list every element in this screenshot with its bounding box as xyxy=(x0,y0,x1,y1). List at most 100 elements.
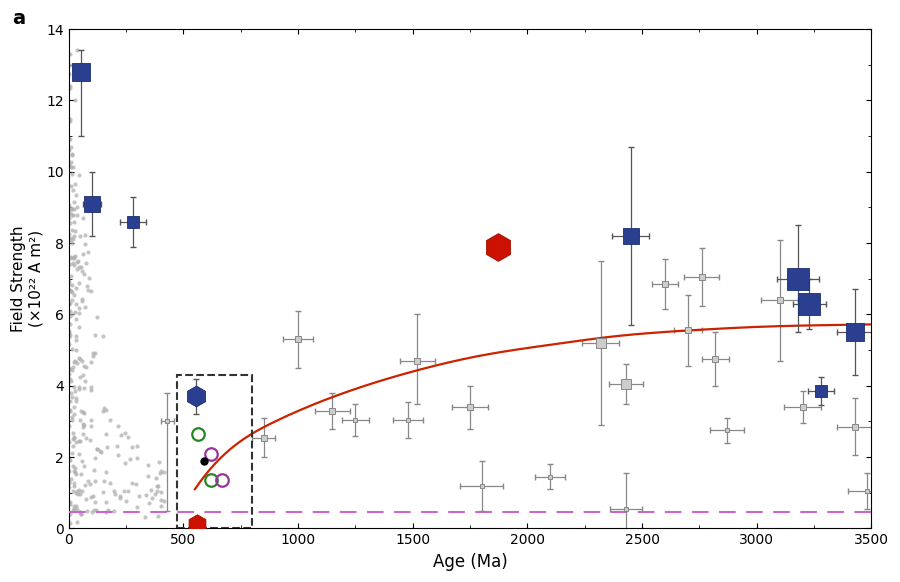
Point xyxy=(62,306,77,315)
Point xyxy=(63,319,77,328)
Point xyxy=(87,476,102,485)
Point xyxy=(119,496,133,506)
Point xyxy=(132,491,147,501)
Point xyxy=(80,476,94,485)
Point xyxy=(63,455,77,464)
Point xyxy=(66,258,80,267)
Point xyxy=(62,229,77,239)
Point xyxy=(112,491,127,501)
Point xyxy=(80,282,94,291)
Point xyxy=(70,203,85,212)
Point xyxy=(100,442,114,452)
Point xyxy=(76,430,91,439)
Point xyxy=(62,159,77,168)
Point xyxy=(66,486,80,495)
Point xyxy=(63,500,77,509)
Point xyxy=(99,405,113,414)
Point xyxy=(64,474,78,484)
Point xyxy=(76,361,91,371)
Point xyxy=(69,438,84,447)
Point xyxy=(85,421,99,431)
Point xyxy=(62,214,77,223)
Point xyxy=(63,509,77,519)
Point xyxy=(85,507,99,516)
Point xyxy=(153,469,167,478)
Point xyxy=(118,428,132,437)
Point xyxy=(74,469,88,478)
Point xyxy=(64,286,78,295)
Point xyxy=(72,353,86,363)
Point xyxy=(62,328,77,338)
Point xyxy=(65,393,79,402)
Point xyxy=(73,232,87,241)
Point xyxy=(63,49,77,59)
Point xyxy=(86,491,100,501)
Point xyxy=(62,279,77,289)
Point xyxy=(67,231,81,240)
Point xyxy=(157,467,171,476)
Point xyxy=(66,434,80,443)
Point xyxy=(64,142,78,151)
Point xyxy=(63,253,77,262)
Point xyxy=(63,219,77,228)
Point xyxy=(62,339,77,349)
Point xyxy=(63,81,77,91)
Point xyxy=(113,430,128,439)
Point xyxy=(73,372,87,381)
Point xyxy=(73,416,87,425)
Point xyxy=(121,486,135,495)
Point xyxy=(64,204,78,213)
Point xyxy=(62,116,77,126)
Point xyxy=(63,134,77,143)
Point xyxy=(69,359,84,368)
Point xyxy=(117,487,131,496)
Point xyxy=(123,455,138,464)
Point xyxy=(66,428,80,438)
Point xyxy=(81,286,95,295)
Point xyxy=(73,508,87,517)
Point xyxy=(74,509,88,519)
Point xyxy=(71,257,86,266)
Point xyxy=(148,474,163,483)
Point xyxy=(68,469,83,478)
Point xyxy=(154,502,168,511)
Point xyxy=(68,393,83,402)
Point xyxy=(65,225,79,235)
Point xyxy=(65,345,79,354)
Point xyxy=(72,308,86,318)
Point xyxy=(76,213,90,222)
Point xyxy=(98,507,112,516)
Point xyxy=(150,481,165,490)
Point xyxy=(139,490,153,499)
Point xyxy=(107,506,122,516)
Point xyxy=(67,505,81,514)
X-axis label: Age (Ma): Age (Ma) xyxy=(433,553,508,571)
Point xyxy=(66,441,80,450)
Point xyxy=(73,489,87,498)
Point xyxy=(63,235,77,244)
Point xyxy=(65,310,79,319)
Point xyxy=(63,253,77,262)
Point xyxy=(81,247,95,257)
Point xyxy=(87,497,102,506)
Point xyxy=(67,434,81,443)
Point xyxy=(68,331,83,340)
Point xyxy=(62,466,77,475)
Point xyxy=(67,260,81,269)
Point xyxy=(138,512,152,521)
Point xyxy=(72,304,86,313)
Point xyxy=(79,506,94,516)
Point xyxy=(68,386,83,395)
Point xyxy=(71,449,86,459)
Point xyxy=(89,505,104,514)
Point xyxy=(76,250,91,259)
Point xyxy=(62,285,77,294)
Point xyxy=(157,496,171,506)
Point xyxy=(79,363,94,372)
Point xyxy=(106,486,121,495)
Point xyxy=(72,384,86,393)
Point xyxy=(69,190,84,200)
Point xyxy=(67,218,81,227)
Point xyxy=(62,405,77,414)
Point xyxy=(64,181,78,190)
